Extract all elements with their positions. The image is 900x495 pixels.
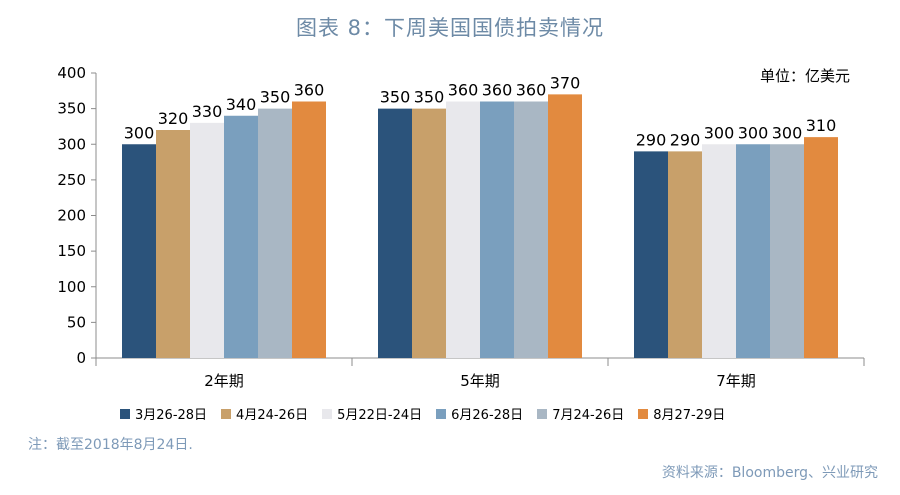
y-tick-label: 300 (57, 135, 86, 153)
legend-label: 4月24-26日 (236, 408, 309, 423)
source-note: 资料来源：Bloomberg、兴业研究 (661, 465, 878, 481)
data-label: 310 (806, 116, 837, 135)
x-tick-label: 5年期 (460, 372, 500, 390)
bar (122, 144, 156, 358)
bar (770, 144, 804, 358)
legend-item: 5月22日-24日 (322, 404, 422, 423)
bar (156, 130, 190, 358)
x-tick-label: 7年期 (716, 372, 756, 390)
data-label: 330 (192, 102, 223, 121)
legend-label: 8月27-29日 (653, 408, 726, 423)
y-tick-label: 250 (57, 171, 86, 189)
bar (446, 101, 480, 358)
legend-swatch (322, 408, 333, 419)
legend-label: 3月26-28日 (135, 408, 208, 423)
y-tick-label: 100 (57, 278, 86, 296)
data-label: 360 (294, 81, 325, 100)
bar (378, 108, 412, 358)
y-tick-label: 0 (76, 349, 86, 367)
data-label: 360 (448, 81, 479, 100)
data-label: 290 (670, 130, 701, 149)
legend-item: 6月26-28日 (436, 404, 523, 423)
legend-swatch (221, 408, 232, 419)
data-label: 340 (226, 95, 257, 114)
data-label: 290 (636, 130, 667, 149)
bar (258, 108, 292, 358)
legend-item: 7月24-26日 (537, 404, 624, 423)
legend-item: 8月27-29日 (638, 404, 725, 423)
data-label: 350 (380, 88, 411, 107)
data-label: 350 (414, 88, 445, 107)
data-label: 300 (704, 123, 735, 142)
bar (634, 151, 668, 358)
data-label: 300 (772, 123, 803, 142)
data-label: 370 (550, 73, 581, 92)
legend-swatch (436, 408, 447, 419)
legend-label: 6月26-28日 (451, 408, 524, 423)
bar (412, 108, 446, 358)
legend-swatch (638, 408, 649, 419)
bar (514, 101, 548, 358)
unit-label: 单位：亿美元 (760, 67, 850, 85)
y-tick-label: 50 (67, 313, 86, 331)
y-tick-label: 350 (57, 100, 86, 118)
chart-title: 图表 8：下周美国国债拍卖情况 (295, 16, 605, 40)
data-label: 360 (482, 81, 513, 100)
bar (736, 144, 770, 358)
y-tick-label: 400 (57, 64, 86, 82)
footnote: 注：截至2018年8月24日. (28, 437, 193, 453)
bar (224, 115, 258, 358)
legend-label: 7月24-26日 (552, 408, 625, 423)
legend-item: 4月24-26日 (221, 404, 308, 423)
data-label: 300 (124, 123, 155, 142)
y-tick-label: 150 (57, 242, 86, 260)
legend-swatch (120, 408, 130, 419)
data-label: 360 (516, 81, 547, 100)
bar (668, 151, 702, 358)
x-tick-label: 2年期 (204, 372, 244, 390)
legend-swatch (537, 408, 548, 419)
bar (804, 137, 838, 358)
bar (190, 122, 224, 358)
data-label: 350 (260, 88, 291, 107)
legend-label: 5月22日-24日 (337, 408, 423, 423)
legend-item: 3月26-28日 (120, 404, 207, 423)
bar (480, 101, 514, 358)
data-label: 300 (738, 123, 769, 142)
bar (548, 94, 582, 358)
y-tick-label: 200 (57, 207, 86, 225)
bar (702, 144, 736, 358)
data-label: 320 (158, 109, 189, 128)
chart-legend: 3月26-28日 4月24-26日 5月22日-24日 6月26-28日 7月24-26… (120, 404, 880, 423)
bar (292, 101, 326, 358)
